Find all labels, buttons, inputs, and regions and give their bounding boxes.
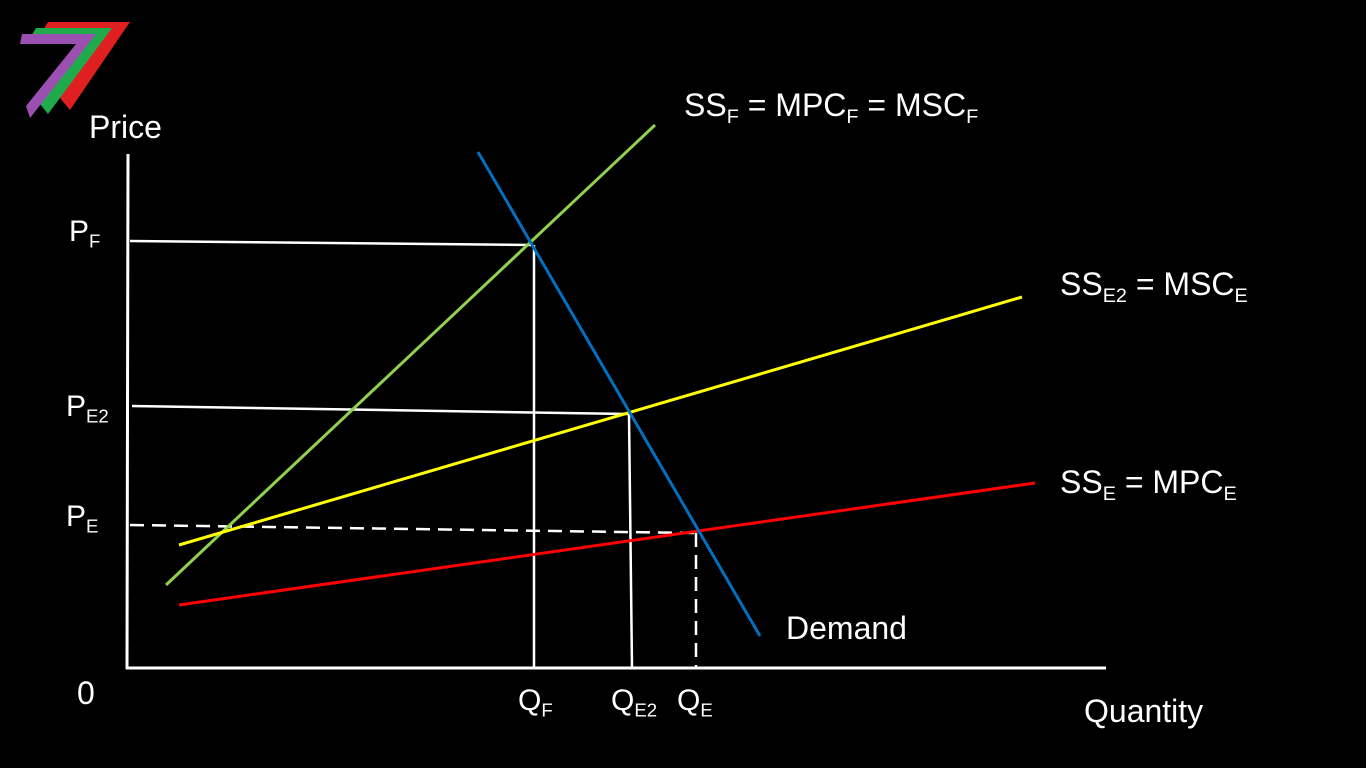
ss-e2-label-sub-2: E	[1234, 284, 1248, 307]
quantity-label-qf-sub: F	[541, 699, 553, 721]
ss-e-label-sub-2: E	[1223, 482, 1237, 505]
ss-e2-label: SSE2 = MSCE	[1060, 266, 1248, 306]
ss-e-label-part-1: SS	[1060, 464, 1103, 500]
quantity-label-qe2-sub: E2	[634, 699, 658, 721]
quantity-label-qe-main: Q	[677, 684, 701, 717]
ss-f-label-sub-2: F	[846, 105, 859, 128]
price-label-pf-main: P	[69, 215, 90, 248]
y-axis	[125, 153, 130, 670]
quantity-label-qf: QF	[518, 684, 553, 720]
ss-e-label-sub-1: E	[1102, 482, 1116, 505]
price-label-pe-sub: E	[86, 515, 99, 537]
price-label-pe2: PE2	[66, 390, 109, 426]
quantity-label-qe: QE	[677, 684, 713, 720]
logo	[20, 22, 130, 118]
logo-stripe-green	[30, 28, 112, 114]
ss-e2-label-part-1: SS	[1060, 266, 1103, 302]
price-label-pe2-sub: E2	[86, 405, 109, 427]
pf-guide-line	[129, 239, 534, 247]
ss-f-label-sub-1: F	[726, 105, 739, 128]
demand-curve	[476, 151, 762, 637]
x-axis-title: Quantity	[1084, 693, 1204, 729]
price-label-pe: PE	[66, 500, 98, 536]
ss-e-curve	[178, 481, 1036, 607]
ss-f-curve	[164, 123, 657, 587]
origin-label: 0	[77, 675, 95, 711]
demand-label: Demand	[786, 610, 907, 646]
logo-stripe-red	[42, 22, 130, 110]
ss-f-label-part-2: = MPC	[738, 87, 847, 123]
ss-e2-label-part-2: = MSC	[1126, 266, 1235, 302]
ss-e2-label-sub-1: E2	[1102, 284, 1127, 307]
ss-f-label-part-1: SS	[684, 87, 727, 123]
quantity-label-qf-main: Q	[518, 684, 542, 717]
ss-e-label: SSE = MPCE	[1060, 464, 1237, 504]
ss-e2-curve	[178, 295, 1023, 547]
price-label-pf: PF	[69, 215, 100, 251]
price-label-pe-main: P	[66, 500, 87, 533]
y-axis-title: Price	[89, 109, 162, 145]
pe-dashed-guide	[129, 523, 695, 535]
ss-f-label-sub-3: F	[966, 105, 979, 128]
quantity-label-qe2: QE2	[611, 684, 657, 720]
ss-e-label-part-2: = MPC	[1115, 464, 1224, 500]
price-label-pe2-main: P	[66, 390, 87, 423]
logo-stripe-purple	[20, 34, 96, 118]
ss-f-label-part-3: = MSC	[858, 87, 967, 123]
ss-f-label: SSF = MPCF = MSCF	[684, 87, 978, 127]
pe2-guide-line	[131, 404, 629, 416]
quantity-label-qe2-main: Q	[611, 684, 635, 717]
quantity-label-qe-sub: E	[700, 699, 713, 721]
price-label-pf-sub: F	[89, 230, 101, 252]
